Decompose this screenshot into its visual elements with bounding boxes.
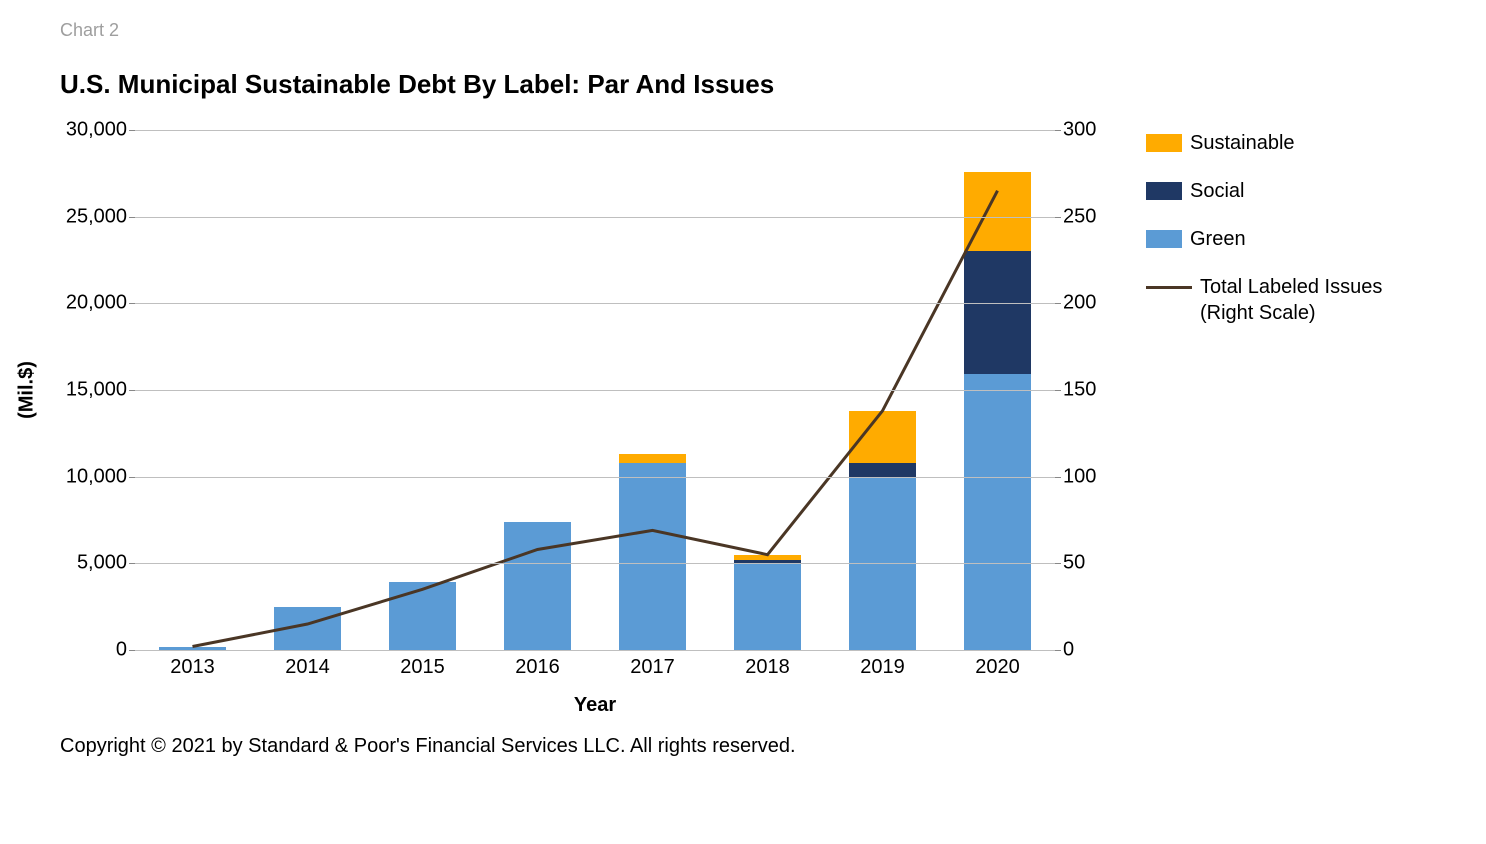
- x-tick-label: 2016: [515, 656, 560, 679]
- y-left-tick-label: 20,000: [66, 292, 127, 315]
- chart-number-label: Chart 2: [60, 20, 1426, 41]
- legend-item: Social: [1146, 178, 1406, 204]
- x-axis-labels: 2013 2014 2015 2016 2017 2018 2019 2020: [135, 650, 1055, 680]
- legend-label: Total Labeled Issues (Right Scale): [1200, 274, 1406, 326]
- legend-item: Total Labeled Issues (Right Scale): [1146, 274, 1406, 326]
- y-axis-left-label: (Mil.$): [15, 361, 38, 419]
- tick-right: [1055, 650, 1061, 651]
- gridline: [135, 477, 1055, 478]
- y-right-tick-label: 50: [1063, 552, 1085, 575]
- chart-container: Chart 2 U.S. Municipal Sustainable Debt …: [0, 0, 1486, 844]
- legend-swatch: [1146, 134, 1182, 152]
- tick-left: [129, 217, 135, 218]
- legend-swatch: [1146, 182, 1182, 200]
- legend-item: Sustainable: [1146, 130, 1406, 156]
- legend-label: Sustainable: [1190, 130, 1295, 156]
- gridline: [135, 217, 1055, 218]
- tick-left: [129, 390, 135, 391]
- y-left-tick-label: 0: [116, 639, 127, 662]
- y-right-tick-label: 200: [1063, 292, 1096, 315]
- line-series: [193, 191, 998, 647]
- x-tick-label: 2015: [400, 656, 445, 679]
- copyright-text: Copyright © 2021 by Standard & Poor's Fi…: [60, 735, 1426, 758]
- tick-left: [129, 477, 135, 478]
- x-tick-label: 2019: [860, 656, 905, 679]
- legend-swatch: [1146, 230, 1182, 248]
- y-axis-right: 050100150200250300: [1055, 130, 1110, 650]
- legend-label: Social: [1190, 178, 1244, 204]
- tick-left: [129, 303, 135, 304]
- y-axis-left: (Mil.$) 05,00010,00015,00020,00025,00030…: [60, 130, 135, 650]
- y-left-tick-label: 5,000: [77, 552, 127, 575]
- x-tick-label: 2018: [745, 656, 790, 679]
- y-left-tick-label: 10,000: [66, 465, 127, 488]
- gridline: [135, 303, 1055, 304]
- x-tick-label: 2013: [170, 656, 215, 679]
- legend: Sustainable Social Green Total Labeled Issu…: [1146, 130, 1406, 348]
- y-right-tick-label: 250: [1063, 205, 1096, 228]
- plot-row: (Mil.$) 05,00010,00015,00020,00025,00030…: [60, 130, 1426, 650]
- y-right-tick-label: 150: [1063, 379, 1096, 402]
- y-left-tick-label: 15,000: [66, 379, 127, 402]
- chart-title: U.S. Municipal Sustainable Debt By Label…: [60, 69, 1426, 100]
- tick-left: [129, 563, 135, 564]
- legend-item: Green: [1146, 226, 1406, 252]
- y-right-tick-label: 300: [1063, 119, 1096, 142]
- gridline: [135, 130, 1055, 131]
- x-tick-label: 2017: [630, 656, 675, 679]
- gridline: [135, 563, 1055, 564]
- y-left-tick-label: 30,000: [66, 119, 127, 142]
- gridline: [135, 390, 1055, 391]
- y-right-tick-label: 0: [1063, 639, 1074, 662]
- tick-left: [129, 130, 135, 131]
- y-right-tick-label: 100: [1063, 465, 1096, 488]
- legend-label: Green: [1190, 226, 1246, 252]
- legend-line: [1146, 286, 1192, 289]
- y-left-tick-label: 25,000: [66, 205, 127, 228]
- x-axis-title: Year: [135, 694, 1055, 717]
- plot-area: [135, 130, 1055, 650]
- x-tick-label: 2014: [285, 656, 330, 679]
- x-tick-label: 2020: [975, 656, 1020, 679]
